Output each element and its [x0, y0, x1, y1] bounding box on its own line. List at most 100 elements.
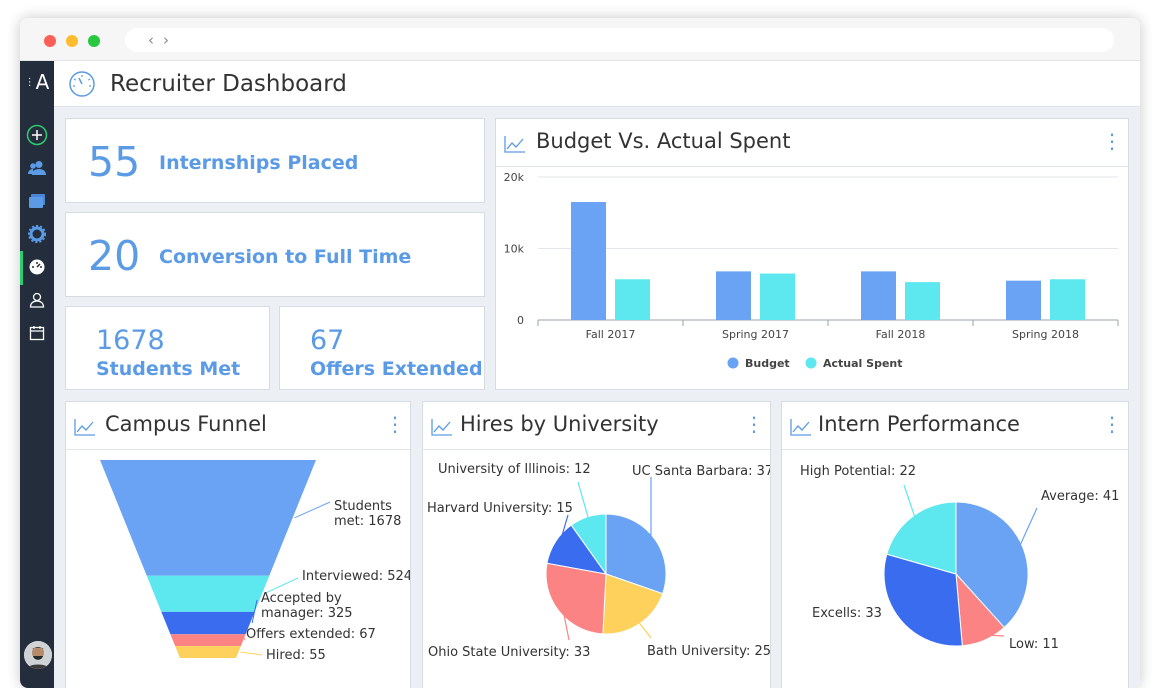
page-title: Recruiter Dashboard — [110, 71, 347, 97]
funnel-label: Interviewed: 524 — [302, 569, 410, 584]
panel-title: Budget Vs. Actual Spent — [536, 129, 790, 153]
minimize-window-button[interactable] — [66, 35, 78, 47]
address-bar[interactable]: ‹ › — [125, 28, 1114, 52]
sidebar-item-add[interactable] — [20, 123, 54, 147]
avatar-icon — [24, 641, 52, 669]
stat-card-conversion[interactable]: 20 Conversion to Full Time — [65, 212, 485, 297]
folders-icon — [28, 193, 46, 209]
calendar-icon — [29, 325, 45, 341]
funnel-label: manager: 325 — [261, 606, 353, 621]
more-options-icon[interactable]: ⋮ — [744, 414, 758, 436]
sidebar-item-folders[interactable] — [20, 189, 54, 213]
y-tick-label: 20k — [504, 171, 525, 184]
stat-card-internships[interactable]: 55 Internships Placed — [65, 118, 485, 203]
panel-header: Intern Performance ⋮ — [782, 402, 1128, 450]
stat-card-offers-extended[interactable]: 67 Offers Extended — [279, 306, 485, 390]
user-icon — [29, 292, 45, 308]
users-icon — [28, 160, 46, 176]
pie-label: Harvard University: 15 — [427, 501, 573, 516]
y-tick-label: 10k — [504, 243, 525, 256]
stat-value: 67 — [310, 325, 344, 356]
funnel-label: met: 1678 — [334, 514, 401, 529]
funnel-label: Offers extended: 67 — [246, 627, 376, 642]
app-logo[interactable]: ⋮A — [20, 70, 54, 94]
funnel-stage — [175, 646, 241, 658]
more-options-icon[interactable]: ⋮ — [1102, 131, 1116, 153]
sidebar-item-settings[interactable] — [20, 222, 54, 246]
dashboard-gauge-icon — [68, 70, 96, 98]
pie-label: High Potential: 22 — [800, 464, 916, 479]
line-chart-icon — [74, 418, 96, 436]
sidebar-item-users[interactable] — [20, 156, 54, 180]
stat-label: Conversion to Full Time — [159, 246, 411, 268]
sidebar-item-profile[interactable] — [20, 288, 54, 312]
funnel-connector — [295, 502, 330, 518]
avatar[interactable] — [24, 641, 52, 669]
pie-label: Bath University: 25 — [647, 644, 770, 659]
line-chart-icon — [790, 418, 812, 436]
dashboard-icon — [29, 259, 45, 275]
sidebar-item-dashboard[interactable] — [20, 255, 54, 279]
pie-slice — [546, 563, 606, 634]
maximize-window-button[interactable] — [88, 35, 100, 47]
add-icon — [26, 124, 48, 146]
funnel-label: Students — [334, 499, 392, 514]
funnel-label: Accepted by — [261, 591, 342, 606]
panel-header: Campus Funnel ⋮ — [66, 402, 410, 450]
performance-pie-chart: Average: 41 Low: 11 Excells: 33 High Potent… — [782, 450, 1128, 688]
funnel-label: Hired: 55 — [266, 648, 326, 663]
funnel-stage — [161, 612, 254, 634]
funnel-stage — [170, 634, 245, 646]
legend-marker — [806, 358, 817, 369]
hires-chart-panel: Hires by University ⋮ UC Santa Barbara: … — [422, 401, 771, 688]
stat-label: Offers Extended — [310, 358, 483, 380]
bar-budget — [861, 271, 896, 320]
pie-connector — [1018, 508, 1037, 550]
panel-header: Hires by University ⋮ — [423, 402, 770, 450]
pie-label: Low: 11 — [1009, 637, 1059, 652]
stat-card-students-met[interactable]: 1678 Students Met — [65, 306, 270, 390]
panel-title: Hires by University — [460, 412, 659, 436]
performance-chart-panel: Intern Performance ⋮ Average: 41 Low: 11 E… — [781, 401, 1129, 688]
back-arrow-icon[interactable]: ‹ — [148, 31, 154, 49]
dashboard-content: 55 Internships Placed 20 Conversion to F… — [54, 107, 1140, 688]
y-tick-label: 0 — [517, 314, 524, 327]
more-options-icon[interactable]: ⋮ — [385, 414, 399, 436]
stat-label: Internships Placed — [159, 152, 358, 174]
funnel-stage — [147, 576, 269, 612]
sidebar: ⋮A — [20, 61, 54, 688]
line-chart-icon — [431, 418, 453, 436]
bar-actual — [615, 279, 650, 320]
pie-label: Average: 41 — [1041, 489, 1119, 504]
pie-label: Ohio State University: 33 — [428, 645, 590, 660]
more-options-icon[interactable]: ⋮ — [1102, 414, 1116, 436]
stat-value: 1678 — [96, 325, 165, 356]
funnel-connector — [240, 652, 262, 655]
browser-titlebar: ‹ › — [20, 18, 1140, 61]
logo-letter: A — [36, 70, 50, 94]
close-window-button[interactable] — [44, 35, 56, 47]
x-tick-label: Fall 2017 — [586, 328, 636, 341]
x-tick-label: Spring 2018 — [1012, 328, 1079, 341]
x-tick-label: Fall 2018 — [876, 328, 926, 341]
browser-window: ‹ › ⋮A — [20, 18, 1140, 688]
legend-marker — [728, 358, 739, 369]
panel-header: Budget Vs. Actual Spent ⋮ — [496, 119, 1128, 167]
bar-actual — [905, 282, 940, 320]
bar-budget — [716, 271, 751, 320]
bar-actual — [1050, 279, 1085, 320]
budget-chart-panel: Budget Vs. Actual Spent ⋮ 0 10k 20k Fall 20… — [495, 118, 1129, 390]
bar-actual — [760, 274, 795, 320]
pie-label: UC Santa Barbara: 37 — [632, 464, 770, 479]
pie-label: Excells: 33 — [812, 606, 882, 621]
stat-label: Students Met — [96, 358, 240, 380]
pie-connector — [578, 482, 589, 521]
forward-arrow-icon[interactable]: › — [163, 31, 169, 49]
sidebar-item-calendar[interactable] — [20, 321, 54, 345]
gear-icon — [28, 225, 46, 243]
panel-title: Campus Funnel — [105, 412, 267, 436]
bar-budget — [1006, 281, 1041, 320]
hires-pie-chart: UC Santa Barbara: 37 Bath University: 25 O… — [423, 450, 770, 688]
